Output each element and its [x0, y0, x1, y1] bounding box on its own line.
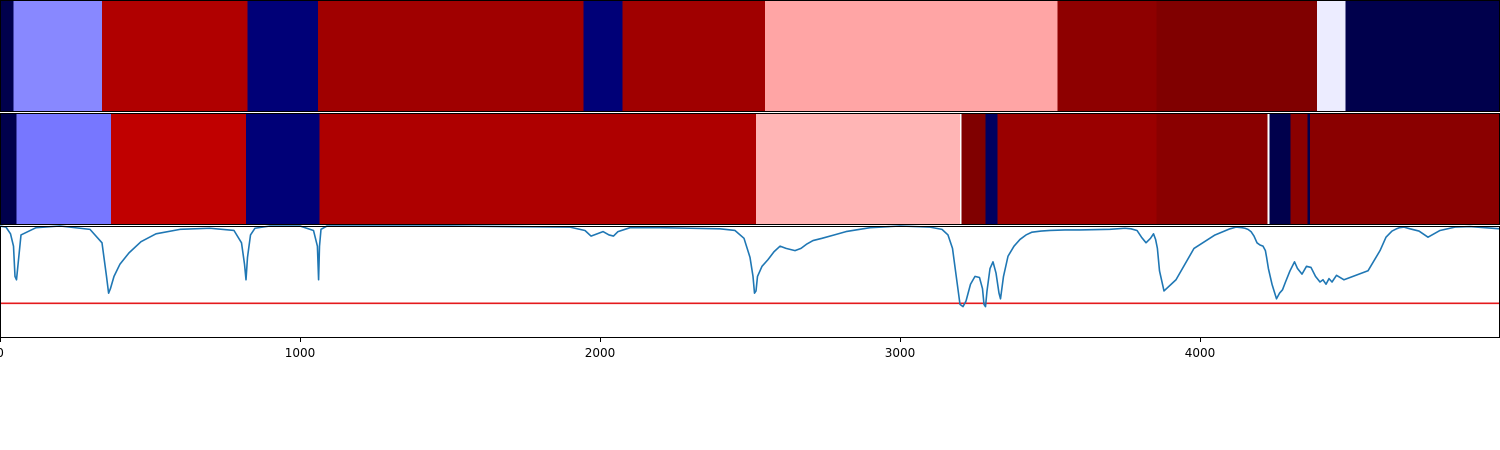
segmentation-track-1	[0, 1, 1500, 111]
x-tick-label-1000: 1000	[285, 346, 316, 360]
segment-2-15	[1309, 114, 1500, 224]
segment-2-10	[1156, 114, 1268, 224]
segment-1-0	[0, 1, 14, 111]
x-tick-label-2000: 2000	[585, 346, 616, 360]
segment-1-5	[583, 1, 623, 111]
segment-2-0	[0, 114, 17, 224]
segment-2-9	[997, 114, 1157, 224]
segment-2-3	[246, 114, 320, 224]
segment-2-14	[1307, 114, 1311, 224]
segment-1-8	[1057, 1, 1157, 111]
segment-1-4	[318, 1, 584, 111]
segmentation-track-2	[0, 114, 1500, 224]
segment-2-2	[111, 114, 247, 224]
segment-2-6	[960, 114, 962, 224]
segment-2-4	[319, 114, 757, 224]
segment-2-13	[1290, 114, 1308, 224]
segment-1-10	[1317, 1, 1346, 111]
segment-2-8	[985, 114, 998, 224]
segment-1-3	[247, 1, 319, 111]
x-axis: 0 1000 2000 3000 4000	[0, 338, 1215, 360]
segment-2-5	[756, 114, 961, 224]
signal-line	[0, 225, 1500, 308]
segment-2-7	[961, 114, 986, 224]
x-tick-label-4000: 4000	[1185, 346, 1216, 360]
x-tick-label-3000: 3000	[885, 346, 916, 360]
x-tick-label-0: 0	[0, 346, 4, 360]
segment-1-9	[1156, 1, 1318, 111]
segment-1-1	[13, 1, 103, 111]
segment-1-7	[765, 1, 1058, 111]
segment-2-11	[1267, 114, 1270, 224]
segment-1-11	[1345, 1, 1500, 111]
segment-2-1	[16, 114, 112, 224]
segment-1-2	[102, 1, 248, 111]
segment-2-12	[1269, 114, 1291, 224]
segment-1-6	[622, 1, 766, 111]
